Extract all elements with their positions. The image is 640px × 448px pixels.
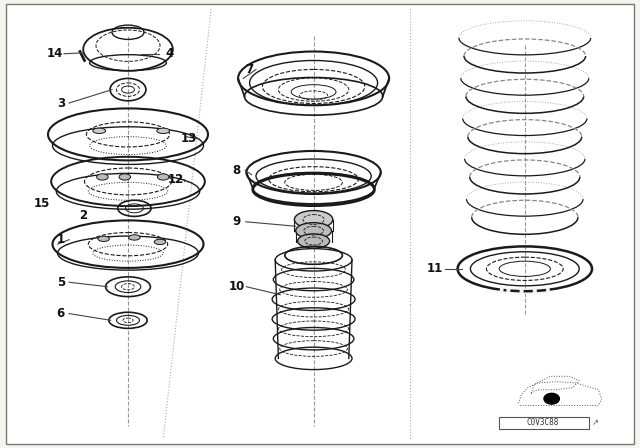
Text: 11: 11 xyxy=(427,262,444,276)
Text: 1: 1 xyxy=(57,233,65,246)
Text: 15: 15 xyxy=(33,197,50,211)
Text: 12: 12 xyxy=(168,172,184,186)
Text: 14: 14 xyxy=(46,47,63,60)
Text: 4: 4 xyxy=(166,47,173,60)
Text: 13: 13 xyxy=(180,132,197,146)
Text: ↗: ↗ xyxy=(592,418,598,427)
Circle shape xyxy=(544,393,559,404)
Text: 7: 7 xyxy=(246,63,253,76)
Ellipse shape xyxy=(119,174,131,180)
Ellipse shape xyxy=(154,239,166,245)
Ellipse shape xyxy=(93,128,106,134)
Ellipse shape xyxy=(294,211,333,228)
Ellipse shape xyxy=(296,223,332,239)
Ellipse shape xyxy=(98,236,109,241)
Text: 10: 10 xyxy=(228,280,245,293)
Ellipse shape xyxy=(157,128,170,134)
Text: 3: 3 xyxy=(57,96,65,110)
Text: 2: 2 xyxy=(79,208,87,222)
Text: C0V3C88: C0V3C88 xyxy=(527,418,559,427)
Text: 6: 6 xyxy=(57,307,65,320)
Ellipse shape xyxy=(157,174,169,180)
Ellipse shape xyxy=(129,235,140,240)
Text: 5: 5 xyxy=(57,276,65,289)
Bar xyxy=(499,417,589,429)
Text: 9: 9 xyxy=(233,215,241,228)
Text: 8: 8 xyxy=(233,164,241,177)
Ellipse shape xyxy=(97,174,108,180)
Ellipse shape xyxy=(298,234,330,248)
